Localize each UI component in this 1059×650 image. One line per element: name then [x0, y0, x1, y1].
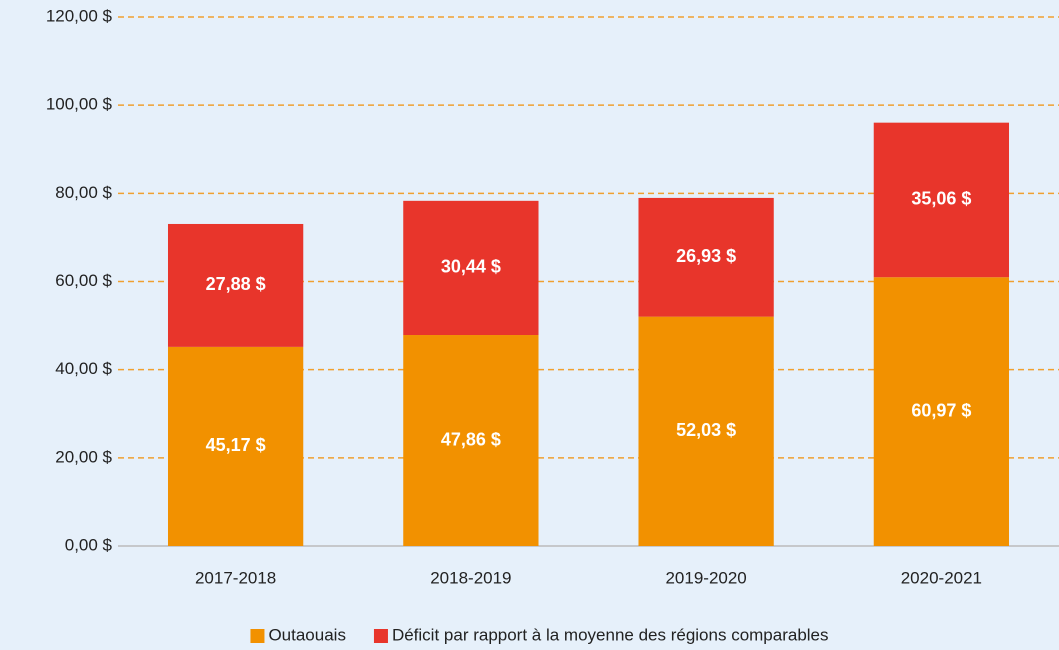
- bar-segment: [873, 122, 1010, 278]
- legend-label: Déficit par rapport à la moyenne des rég…: [392, 625, 829, 644]
- value-label: 30,44 $: [441, 257, 501, 277]
- y-tick-label: 20,00 $: [55, 447, 112, 466]
- bar-segment: [403, 335, 539, 546]
- x-tick-label: 2020-2021: [901, 568, 982, 587]
- bar-segment: [167, 223, 304, 347]
- bar-segment: [873, 277, 1010, 546]
- bar-segment: [403, 200, 539, 336]
- legend-label: Outaouais: [268, 625, 346, 644]
- bar-segment: [638, 316, 774, 546]
- value-label: 45,17 $: [206, 435, 266, 455]
- y-tick-label: 40,00 $: [55, 359, 112, 378]
- value-label: 27,88 $: [206, 274, 266, 294]
- value-label: 47,86 $: [441, 429, 501, 449]
- bar-segment: [638, 197, 774, 317]
- legend-swatch: [250, 629, 265, 643]
- y-tick-label: 0,00 $: [65, 535, 113, 554]
- value-label: 26,93 $: [676, 246, 736, 266]
- y-tick-label: 80,00 $: [55, 183, 112, 202]
- value-label: 35,06 $: [911, 189, 971, 209]
- y-tick-label: 60,00 $: [55, 271, 112, 290]
- y-tick-label: 120,00 $: [46, 6, 113, 25]
- value-label: 52,03 $: [676, 420, 736, 440]
- x-tick-label: 2019-2020: [665, 568, 746, 587]
- x-tick-label: 2017-2018: [195, 568, 276, 587]
- y-tick-label: 100,00 $: [46, 95, 113, 114]
- value-label: 60,97 $: [911, 400, 971, 420]
- x-tick-label: 2018-2019: [430, 568, 511, 587]
- bar-segment: [167, 346, 304, 546]
- legend-swatch: [373, 629, 388, 643]
